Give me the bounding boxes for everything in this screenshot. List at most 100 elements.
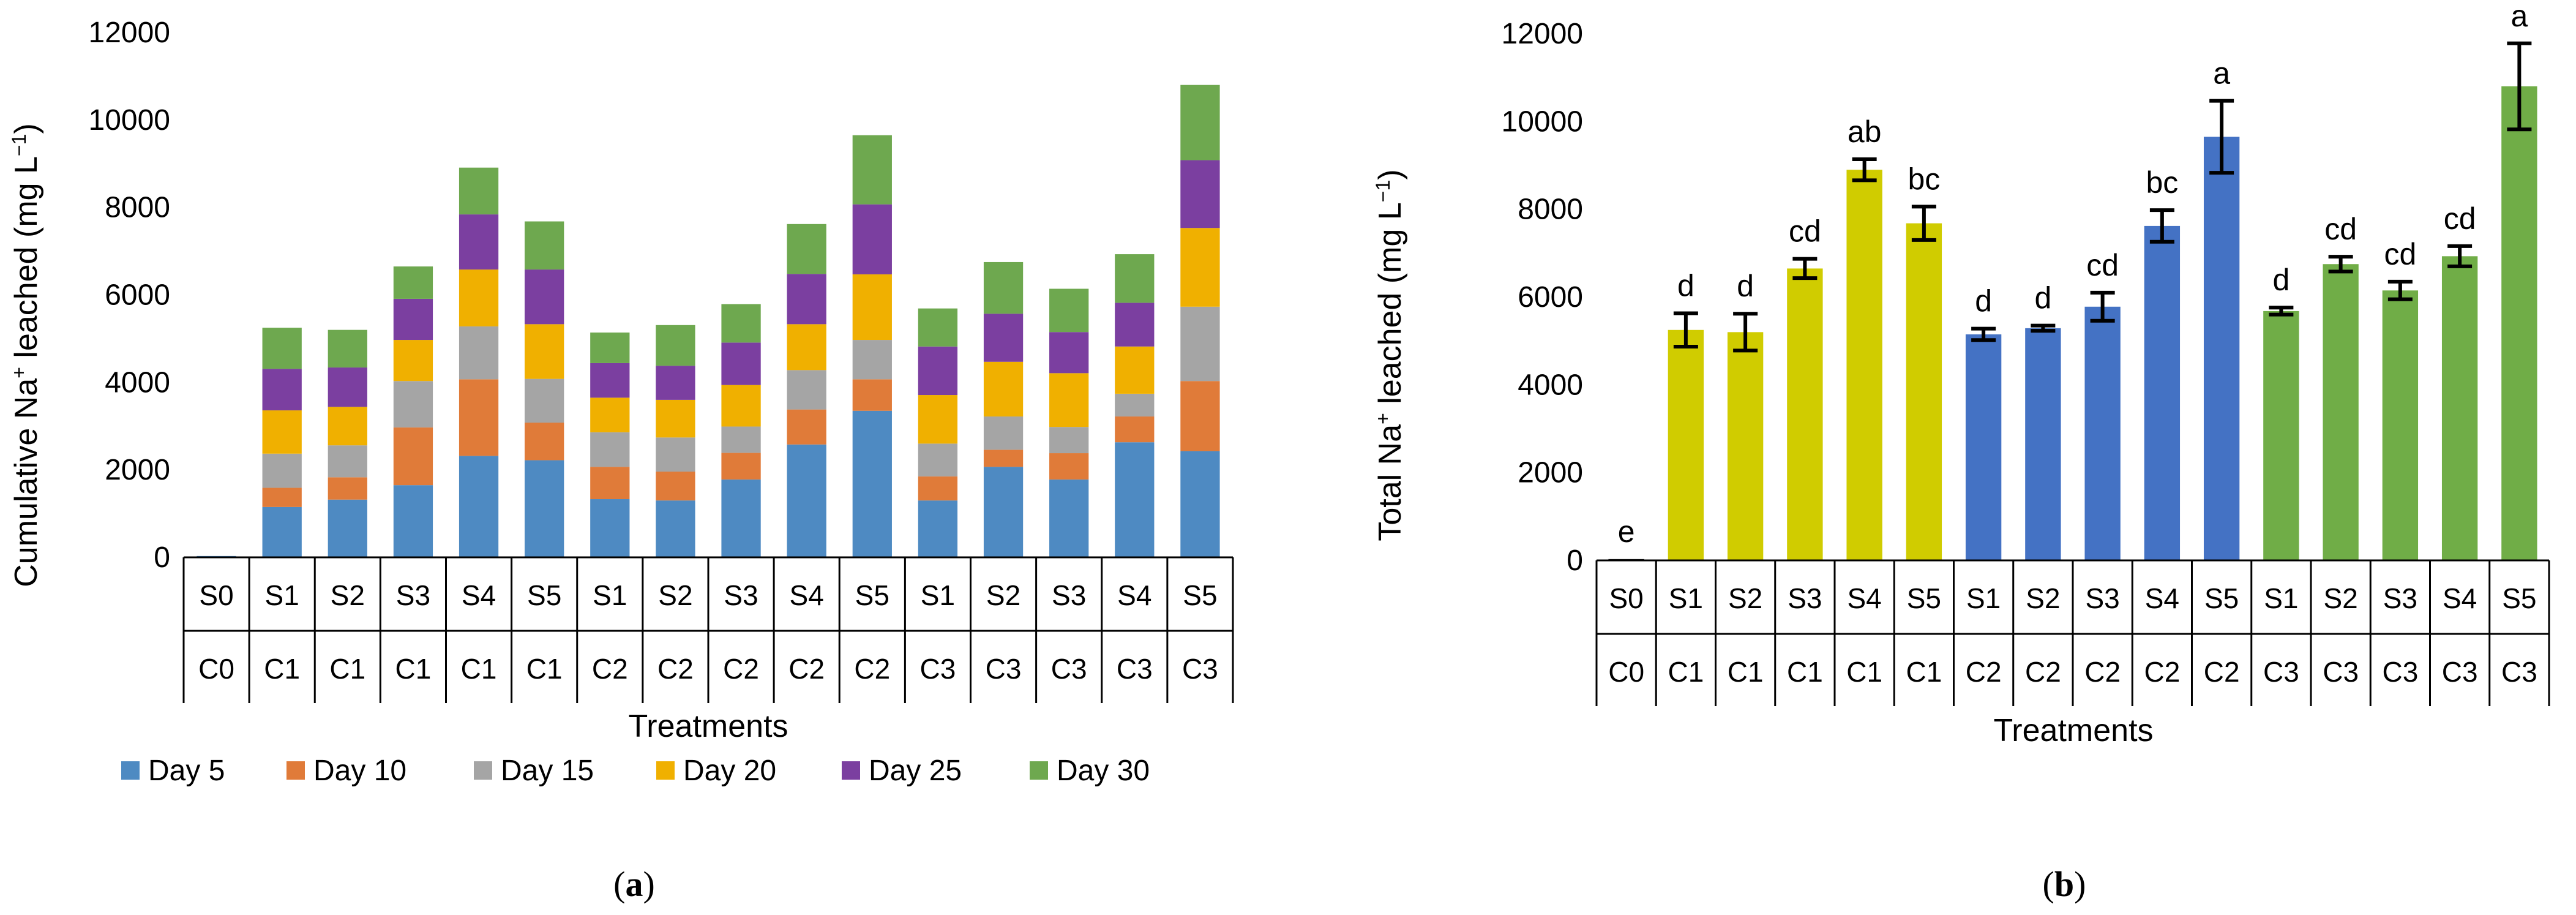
- x-tick-label-soil: S5: [2502, 582, 2536, 614]
- panel-label-b: (b): [2043, 864, 2086, 904]
- bar-segment: [1180, 228, 1220, 307]
- chart-panel-a: Cumulative Na+ leached (mg L−1) 0 2000 400…: [8, 17, 1234, 904]
- x-tick-label-soil: S2: [2323, 582, 2357, 614]
- significance-letter: d: [2272, 263, 2290, 297]
- bar-segment: [852, 274, 892, 341]
- panel-label-a: (a): [613, 864, 655, 904]
- legend-a: Day 5 Day 10 Day 15 Day 20 Day 25 Day 30: [121, 755, 1150, 787]
- x-tick-label-soil: S2: [2026, 582, 2060, 614]
- bar-segment: [459, 456, 499, 557]
- x-tick-label-soil: S4: [1117, 579, 1151, 611]
- y-tick-label: 10000: [1502, 105, 1583, 138]
- bar-segment: [1049, 453, 1089, 480]
- x-tick-label-treatment: C0: [198, 653, 234, 685]
- x-tick-label-treatment: C1: [1668, 656, 1704, 688]
- bar-segment: [459, 167, 499, 215]
- significance-letter: a: [2213, 56, 2230, 91]
- bar-segment: [852, 204, 892, 274]
- legend-swatch: [842, 761, 860, 780]
- y-tick-label: 8000: [105, 192, 170, 224]
- bar: [1965, 334, 2002, 560]
- bar-segment: [1180, 85, 1220, 160]
- bar-segment: [656, 437, 695, 472]
- bar-segment: [1180, 306, 1220, 382]
- x-tick-label-treatment: C2: [657, 653, 694, 685]
- bar-segment: [262, 453, 302, 488]
- bar-segment: [852, 410, 892, 557]
- legend-swatch: [1030, 761, 1048, 780]
- bar: [1668, 329, 1704, 560]
- bar: [2084, 306, 2121, 560]
- y-tick-label: 8000: [1518, 194, 1583, 226]
- bar-segment: [393, 381, 433, 427]
- y-tick-label: 2000: [1518, 457, 1583, 489]
- x-tick-label-treatment: C1: [1728, 656, 1764, 688]
- x-tick-label-treatment: C3: [1182, 653, 1218, 685]
- x-tick-label-soil: S0: [199, 579, 233, 611]
- x-tick-label-treatment: C0: [1608, 656, 1644, 688]
- y-tick-labels-a: 0 2000 4000 6000 8000 10000 12000: [89, 17, 170, 574]
- x-tick-label-treatment: C1: [526, 653, 563, 685]
- x-tick-label-soil: S4: [1847, 582, 1881, 614]
- significance-letter: bc: [1908, 162, 1940, 196]
- y-tick-label: 4000: [105, 366, 170, 399]
- bar-segment: [1180, 381, 1220, 451]
- bar-segment: [525, 324, 564, 379]
- x-tick-label-soil: S5: [1907, 582, 1941, 614]
- significance-letter: bc: [2146, 165, 2178, 200]
- bar: [2441, 256, 2478, 560]
- bar: [2501, 86, 2537, 560]
- significance-letter: d: [1737, 269, 1754, 303]
- bar-segment: [393, 485, 433, 557]
- bar: [2382, 290, 2419, 560]
- x-tick-label-soil: S0: [1609, 582, 1643, 614]
- bar-segment: [262, 506, 302, 557]
- bars-a: [197, 85, 1220, 557]
- bar-segment: [393, 340, 433, 382]
- significance-letter: cd: [2324, 212, 2357, 246]
- bar-segment: [525, 378, 564, 423]
- x-tick-label-treatment: C1: [461, 653, 497, 685]
- x-tick-label-soil: S1: [921, 579, 955, 611]
- bar-segment: [1115, 254, 1155, 303]
- bar-segment: [787, 409, 826, 445]
- bar-segment: [328, 477, 367, 500]
- y-axis-title-b: Total Na+ leached (mg L−1): [1372, 169, 1408, 541]
- significance-letter: a: [2510, 0, 2528, 33]
- bar-segment: [459, 326, 499, 380]
- bar-segment: [525, 460, 564, 557]
- x-tick-label-soil: S5: [1183, 579, 1217, 611]
- bar-segment: [262, 369, 302, 411]
- bar-segment: [1115, 416, 1155, 443]
- x-axis-title-b: Treatments: [1993, 713, 2153, 748]
- x-tick-label-treatment: C3: [986, 653, 1022, 685]
- x-tick-label-treatment: C2: [2144, 656, 2180, 688]
- x-tick-label-soil: S2: [1728, 582, 1762, 614]
- bar-segment: [1180, 451, 1220, 557]
- bar-segment: [787, 444, 826, 557]
- bar-segment: [721, 479, 761, 557]
- bar-segment: [918, 476, 958, 501]
- bar-segment: [393, 427, 433, 486]
- x-tick-label-soil: S1: [265, 579, 299, 611]
- bar-segment: [656, 500, 695, 557]
- bar-segment: [393, 266, 433, 299]
- bar-segment: [1049, 288, 1089, 333]
- x-tick-label-treatment: C2: [788, 653, 825, 685]
- x-tick-label-treatment: C2: [2025, 656, 2061, 688]
- bar-segment: [459, 379, 499, 456]
- bar-segment: [1049, 332, 1089, 374]
- legend-swatch: [474, 761, 492, 780]
- bar-segment: [787, 224, 826, 274]
- bar-segment: [721, 385, 761, 427]
- legend-label: Day 15: [501, 755, 594, 787]
- x-tick-label-soil: S1: [2264, 582, 2298, 614]
- bar-segment: [1180, 160, 1220, 228]
- x-axis-title-a: Treatments: [628, 709, 788, 744]
- bar-segment: [328, 329, 367, 368]
- x-tick-label-soil: S3: [1052, 579, 1086, 611]
- bar-segment: [459, 214, 499, 270]
- bar-segment: [1115, 393, 1155, 417]
